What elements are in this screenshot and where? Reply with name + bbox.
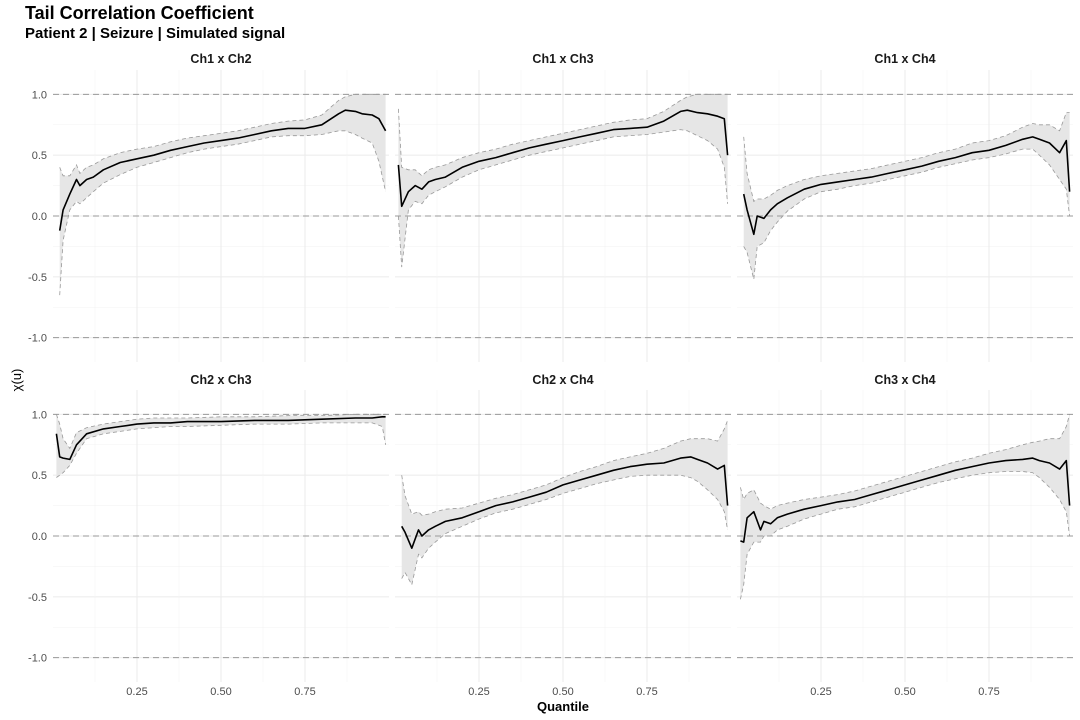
series-line	[397, 109, 729, 208]
x-tick-label: 0.75	[636, 686, 657, 698]
series-line	[401, 456, 729, 549]
y-tick-label: 1.0	[32, 409, 47, 421]
y-tick-label: 0.5	[32, 150, 47, 162]
series-line	[55, 416, 386, 461]
y-tick-label: -1.0	[28, 653, 47, 665]
panel-4: Ch2 x Ch3 -1.0 -0.5 0.0 0.5 1.0 0.25 0.50 0.75	[28, 373, 389, 698]
panel-strip-label: Ch2 x Ch3	[190, 373, 251, 387]
chart-subtitle: Patient 2 | Seizure | Simulated signal	[25, 25, 286, 42]
y-tick-label: -0.5	[28, 592, 47, 604]
upper-bound-line	[59, 93, 386, 177]
x-tick-label: 0.25	[468, 686, 489, 698]
panel-2: Ch1 x Ch3	[395, 52, 731, 362]
panel-5: Ch2 x Ch4 0.25 0.50 0.75	[395, 373, 731, 698]
chart-title: Tail Correlation Coefficient	[25, 3, 254, 23]
series-line	[742, 136, 1071, 236]
x-axis-title: Quantile	[537, 699, 589, 714]
series-line	[58, 109, 387, 231]
confidence-band	[743, 112, 1070, 280]
lower-bound-line	[743, 148, 1070, 280]
y-tick-label: 0.0	[32, 531, 47, 543]
panel-3: Ch1 x Ch4	[737, 52, 1073, 362]
y-axis-title: χ(u)	[9, 369, 24, 392]
upper-bound-line	[401, 420, 728, 516]
confidence-band	[59, 94, 386, 296]
panel-strip-label: Ch1 x Ch4	[874, 52, 935, 66]
upper-bound-line	[743, 112, 1070, 203]
y-tick-label: 0.5	[32, 470, 47, 482]
panel-6: Ch3 x Ch4 0.25 0.50 0.75	[737, 373, 1073, 698]
x-tick-label: 0.25	[126, 686, 147, 698]
x-tick-label: 0.50	[210, 686, 231, 698]
upper-bound-line	[740, 414, 1070, 510]
x-tick-label: 0.75	[978, 686, 999, 698]
panel-strip-label: Ch1 x Ch2	[190, 52, 251, 66]
x-tick-label: 0.25	[810, 686, 831, 698]
y-tick-label: -0.5	[28, 272, 47, 284]
lower-bound-line	[59, 130, 386, 296]
lower-bound-line	[401, 474, 728, 586]
confidence-band	[56, 414, 386, 478]
x-tick-label: 0.50	[552, 686, 573, 698]
panel-strip-label: Ch1 x Ch3	[532, 52, 593, 66]
x-tick-label: 0.75	[294, 686, 315, 698]
panel-strip-label: Ch2 x Ch4	[532, 373, 593, 387]
lower-bound-line	[56, 422, 386, 478]
upper-bound-line	[56, 413, 386, 450]
y-tick-label: 0.0	[32, 211, 47, 223]
series-line	[740, 457, 1071, 543]
lower-bound-line	[740, 471, 1070, 600]
x-tick-label: 0.50	[894, 686, 915, 698]
panel-1: Ch1 x Ch2 -1.0 -0.5 0.0 0.5 1.0	[28, 52, 389, 362]
y-tick-label: 1.0	[32, 89, 47, 101]
confidence-band	[401, 420, 728, 585]
panel-strip-label: Ch3 x Ch4	[874, 373, 935, 387]
y-tick-label: -1.0	[28, 333, 47, 345]
upper-bound-line	[398, 93, 728, 177]
confidence-band	[740, 414, 1070, 600]
